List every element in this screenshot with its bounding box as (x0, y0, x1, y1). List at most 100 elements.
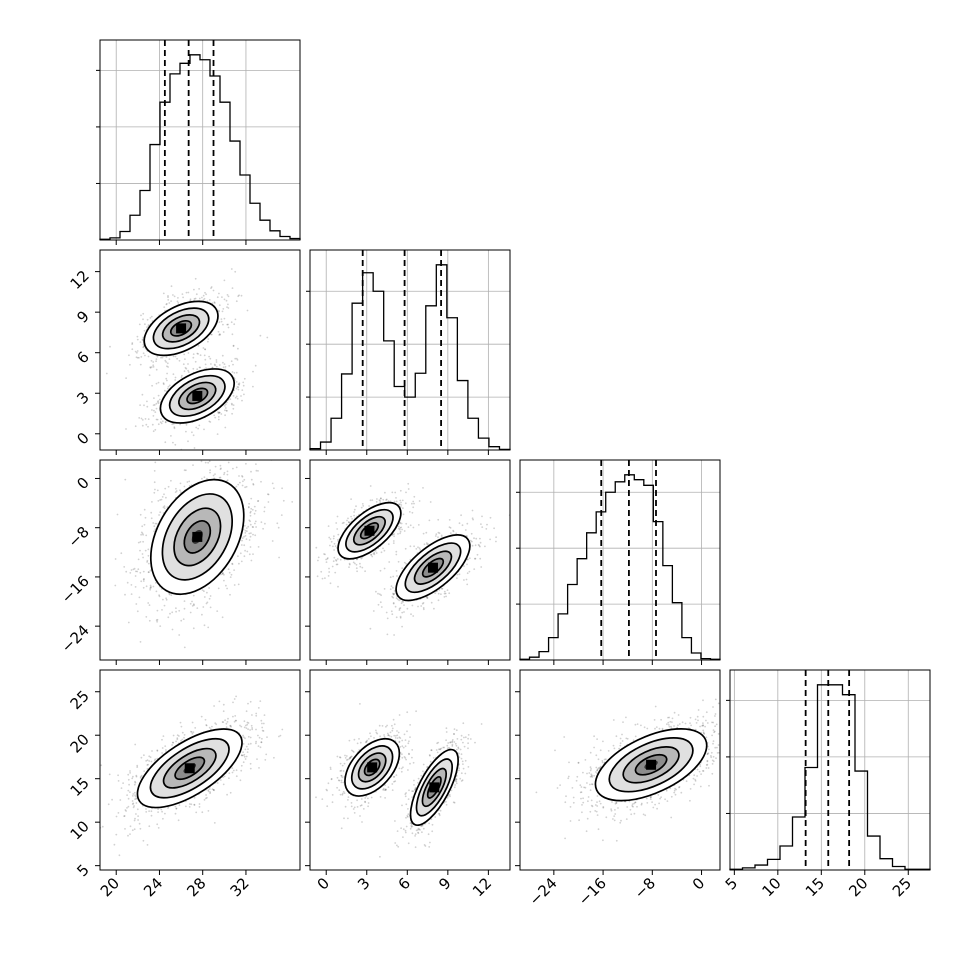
scatter-point (336, 539, 339, 541)
scatter-point (236, 386, 239, 388)
scatter-point (241, 539, 243, 542)
scatter-point (332, 545, 334, 548)
scatter-point (347, 521, 350, 523)
scatter-point (391, 595, 394, 598)
scatter-point (226, 470, 229, 473)
scatter-point (323, 553, 325, 555)
density-panel-2-0 (95, 418, 301, 665)
scatter-point (218, 292, 220, 295)
scatter-point (148, 604, 151, 606)
scatter-point (203, 476, 206, 479)
scatter-point (204, 348, 206, 351)
scatter-point (335, 522, 338, 524)
scatter-point (222, 331, 225, 333)
scatter-point (139, 571, 142, 574)
scatter-point (252, 533, 254, 536)
scatter-point (429, 501, 432, 503)
scatter-point (189, 444, 191, 446)
scatter-point (248, 532, 251, 535)
scatter-point (140, 531, 143, 534)
scatter-point (243, 524, 246, 527)
scatter-point (254, 520, 257, 523)
scatter-point (160, 356, 162, 359)
scatter-point (158, 595, 161, 598)
scatter-point (227, 323, 229, 326)
scatter-point (196, 607, 199, 609)
scatter-point (159, 625, 162, 627)
scatter-point (391, 491, 394, 494)
scatter-point (281, 487, 283, 490)
scatter-point (232, 395, 235, 397)
density-peak (192, 390, 203, 401)
scatter-point (170, 285, 173, 288)
scatter-point (373, 553, 376, 556)
scatter-point (229, 593, 231, 596)
scatter-point (136, 351, 138, 354)
scatter-point (249, 510, 252, 513)
scatter-point (218, 334, 221, 336)
scatter-point (427, 543, 430, 546)
scatter-point (394, 605, 397, 608)
scatter-point (226, 451, 228, 453)
scatter-point (249, 700, 252, 703)
scatter-point (157, 381, 160, 384)
scatter-point (189, 611, 192, 614)
scatter-point (115, 815, 118, 818)
scatter-point (239, 552, 242, 555)
scatter-point (219, 464, 222, 467)
scatter-point (278, 556, 280, 559)
scatter-point (443, 596, 446, 598)
scatter-point (142, 586, 145, 589)
scatter-point (143, 404, 145, 407)
scatter-point (153, 759, 156, 762)
scatter-point (183, 469, 186, 472)
scatter-point (398, 599, 400, 602)
scatter-point (120, 552, 123, 555)
scatter-point (160, 453, 162, 455)
scatter-point (466, 522, 469, 525)
scatter-point (226, 323, 229, 326)
scatter-point (216, 433, 219, 435)
scatter-point (147, 602, 150, 604)
scatter-point (141, 393, 144, 396)
scatter-point (162, 383, 165, 386)
scatter-point (335, 559, 338, 562)
scatter-point (231, 371, 234, 373)
scatter-point (247, 743, 250, 745)
scatter-point (149, 588, 152, 591)
scatter-point (149, 756, 152, 759)
scatter-point (413, 495, 416, 498)
scatter-point (162, 735, 165, 737)
scatter-point (211, 366, 214, 369)
scatter-point (228, 365, 231, 367)
scatter-point (214, 416, 217, 419)
scatter-point (238, 294, 241, 297)
scatter-point (122, 782, 124, 784)
scatter-point (165, 597, 168, 600)
scatter-point (205, 367, 207, 369)
scatter-point (134, 780, 136, 783)
scatter-point (392, 586, 394, 589)
scatter-point (235, 381, 238, 383)
scatter-point (160, 418, 163, 420)
scatter-point (135, 356, 138, 359)
scatter-point (139, 541, 142, 543)
scatter-point (203, 596, 206, 598)
scatter-point (257, 470, 259, 472)
scatter-point (132, 806, 135, 809)
scatter-point (203, 624, 206, 627)
scatter-point (218, 364, 221, 366)
scatter-point (403, 561, 406, 564)
scatter-point (280, 514, 283, 516)
scatter-point (283, 418, 285, 420)
scatter-point (369, 485, 372, 487)
scatter-point (440, 534, 443, 537)
scatter-point (190, 731, 193, 733)
scatter-point (179, 482, 182, 485)
scatter-point (398, 607, 401, 610)
scatter-point (399, 506, 402, 508)
scatter-point (209, 421, 212, 423)
scatter-point (449, 532, 452, 534)
scatter-point (165, 356, 168, 358)
scatter-point (480, 523, 482, 525)
